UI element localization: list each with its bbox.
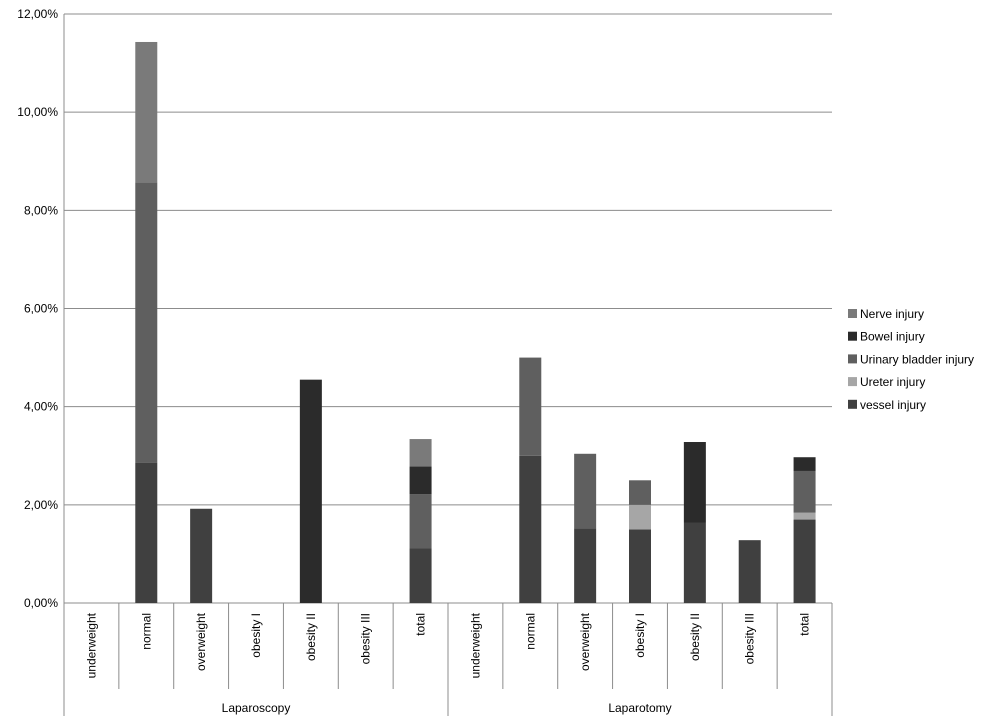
legend-swatch bbox=[848, 377, 857, 387]
y-tick-label: 6,00% bbox=[24, 302, 58, 316]
category-label: normal bbox=[139, 613, 153, 650]
y-tick-label: 4,00% bbox=[24, 400, 58, 414]
bar-segment bbox=[683, 522, 706, 603]
bar-segment bbox=[409, 466, 432, 495]
y-tick-label: 10,00% bbox=[17, 105, 58, 119]
bar-segment bbox=[629, 480, 651, 505]
bar-segment bbox=[629, 504, 651, 530]
bar-segment bbox=[409, 439, 432, 467]
category-label: underweight bbox=[468, 612, 482, 678]
bar-segment bbox=[574, 528, 597, 603]
category-label: total bbox=[414, 613, 428, 636]
y-tick-label: 8,00% bbox=[24, 203, 58, 217]
category-label: obesity I bbox=[633, 613, 647, 658]
bar-segment bbox=[135, 462, 158, 603]
group-label: Laparoscopy bbox=[222, 701, 291, 715]
bar-segment bbox=[683, 442, 706, 523]
category-label: total bbox=[798, 613, 812, 636]
legend-swatch bbox=[848, 309, 857, 318]
bar-segment bbox=[519, 357, 542, 456]
legend-label: Urinary bladder injury bbox=[860, 352, 974, 366]
bar-segment bbox=[135, 182, 158, 463]
bar-segment bbox=[409, 494, 432, 549]
y-tick-label: 0,00% bbox=[24, 596, 58, 610]
category-label: obesity I bbox=[249, 613, 263, 658]
category-label: obesity II bbox=[688, 613, 702, 661]
bar-segment bbox=[793, 470, 816, 513]
bar-segment bbox=[190, 508, 213, 603]
bar-segment bbox=[793, 457, 816, 471]
category-label: obesity III bbox=[359, 613, 373, 664]
bar-segment bbox=[793, 512, 816, 520]
bar-segment bbox=[738, 540, 761, 603]
legend-label: vessel injury bbox=[860, 398, 926, 412]
bar-segment bbox=[299, 379, 322, 603]
legend-label: Nerve injury bbox=[860, 307, 924, 321]
category-label: normal bbox=[523, 613, 537, 650]
group-label: Laparotomy bbox=[608, 701, 671, 715]
legend-swatch bbox=[848, 331, 857, 341]
bar-segment bbox=[574, 453, 597, 529]
bar-segment bbox=[793, 519, 816, 603]
y-tick-label: 2,00% bbox=[24, 498, 58, 512]
bar-segment bbox=[519, 455, 542, 603]
y-tick-label: 12,00% bbox=[17, 7, 58, 21]
legend-swatch bbox=[848, 354, 857, 364]
legend-label: Bowel injury bbox=[860, 330, 925, 344]
bar-segment bbox=[409, 548, 432, 603]
bar-segment bbox=[135, 41, 158, 183]
legend-swatch bbox=[848, 399, 857, 409]
category-label: overweight bbox=[194, 612, 208, 671]
category-label: overweight bbox=[578, 612, 592, 671]
category-label: obesity III bbox=[743, 613, 757, 664]
bar-segment bbox=[629, 529, 651, 603]
legend-label: Ureter injury bbox=[860, 375, 925, 389]
category-label: obesity II bbox=[304, 613, 318, 661]
category-label: underweight bbox=[84, 612, 98, 678]
